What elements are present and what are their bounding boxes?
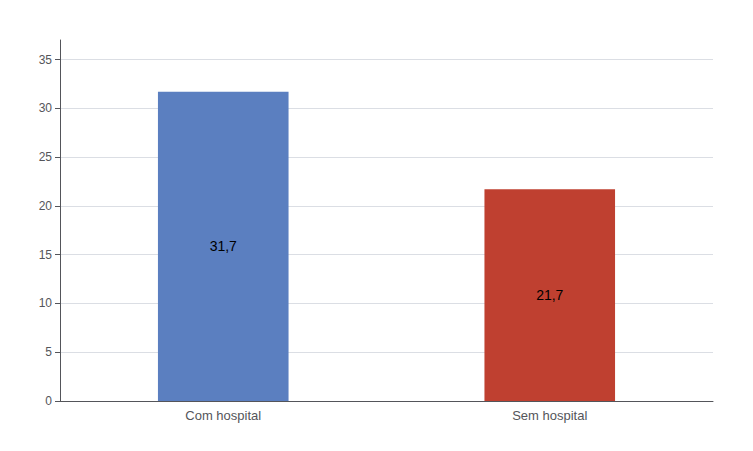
svg-text:Com hospital: Com hospital — [185, 408, 261, 423]
svg-text:15: 15 — [39, 248, 53, 262]
svg-text:5: 5 — [45, 345, 52, 359]
svg-text:30: 30 — [39, 101, 53, 115]
svg-text:10: 10 — [39, 296, 53, 310]
svg-text:20: 20 — [39, 199, 53, 213]
svg-text:31,7: 31,7 — [210, 238, 237, 254]
svg-text:0: 0 — [45, 394, 52, 408]
svg-text:25: 25 — [39, 150, 53, 164]
svg-text:21,7: 21,7 — [536, 287, 563, 303]
svg-text:35: 35 — [39, 53, 53, 67]
svg-text:Sem hospital: Sem hospital — [512, 408, 587, 423]
